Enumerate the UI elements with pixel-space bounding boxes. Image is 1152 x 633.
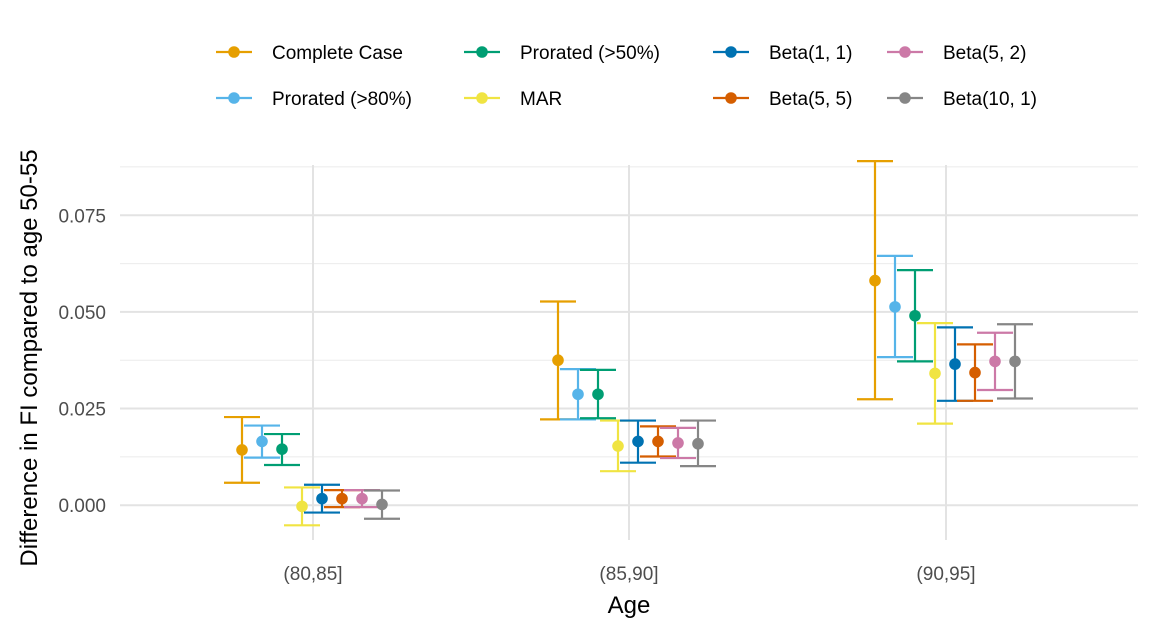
data-point bbox=[889, 301, 901, 313]
data-point bbox=[356, 492, 368, 505]
legend-key-point bbox=[899, 92, 911, 104]
data-point bbox=[672, 437, 684, 449]
data-point bbox=[632, 435, 644, 448]
data-point bbox=[376, 498, 388, 511]
x-tick-label: (80,85] bbox=[283, 564, 342, 585]
legend-label: Beta(1, 1) bbox=[769, 43, 852, 64]
data-point bbox=[652, 435, 664, 448]
series-group bbox=[304, 326, 973, 514]
data-point bbox=[929, 367, 941, 380]
series-group bbox=[364, 323, 1033, 520]
grid bbox=[120, 165, 1138, 540]
legend-item[interactable]: Beta(5, 2) bbox=[887, 43, 1026, 64]
legend-item[interactable]: Beta(5, 5) bbox=[713, 89, 852, 110]
data-point bbox=[592, 388, 604, 401]
legend-item[interactable]: MAR bbox=[464, 89, 562, 110]
data-point bbox=[692, 437, 704, 450]
data-point bbox=[989, 355, 1001, 368]
legend-label: Complete Case bbox=[272, 43, 403, 64]
legend-item[interactable]: Prorated (>80%) bbox=[216, 89, 412, 110]
legend-key-point bbox=[228, 92, 240, 104]
data-point bbox=[236, 444, 248, 456]
legend-label: Beta(5, 5) bbox=[769, 89, 852, 110]
y-tick-label: 0.050 bbox=[58, 303, 106, 324]
data-point bbox=[969, 366, 981, 379]
x-axis-label: Age bbox=[608, 592, 651, 619]
data-point bbox=[316, 492, 328, 505]
legend-item[interactable]: Prorated (>50%) bbox=[464, 43, 660, 64]
legend-label: Prorated (>50%) bbox=[520, 43, 660, 64]
y-tick-label: 0.075 bbox=[58, 206, 106, 227]
x-tick-labels: (80,85] (85,90] (90,95] bbox=[283, 564, 975, 585]
series-layer bbox=[224, 160, 1033, 527]
legend-key-point bbox=[725, 46, 737, 58]
data-point bbox=[276, 443, 288, 455]
legend-item[interactable]: Beta(1, 1) bbox=[713, 43, 852, 64]
data-point bbox=[552, 354, 564, 367]
y-tick-label: 0.025 bbox=[58, 400, 106, 421]
data-point bbox=[256, 435, 268, 448]
y-tick-labels: 0.000 0.025 0.050 0.075 bbox=[58, 206, 106, 517]
y-axis-label: Difference in FI compared to age 50-55 bbox=[16, 149, 43, 566]
data-point bbox=[336, 492, 348, 505]
legend-key-point bbox=[725, 92, 737, 104]
series-group bbox=[224, 160, 893, 484]
legend-item[interactable]: Beta(10, 1) bbox=[887, 89, 1037, 110]
series-group bbox=[324, 343, 993, 509]
data-point bbox=[1009, 355, 1021, 368]
series-group bbox=[344, 331, 1013, 509]
data-point bbox=[572, 388, 584, 401]
legend-item[interactable]: Complete Case bbox=[216, 43, 403, 64]
data-point bbox=[296, 500, 308, 513]
series-group bbox=[244, 254, 913, 459]
legend-key-point bbox=[899, 46, 911, 58]
data-point bbox=[949, 358, 961, 370]
series-group bbox=[284, 322, 953, 527]
legend-label: Prorated (>80%) bbox=[272, 89, 412, 110]
legend-label: MAR bbox=[520, 89, 562, 110]
x-tick-label: (90,95] bbox=[916, 564, 975, 585]
legend[interactable]: Complete Case Prorated (>80%) Prorated (>5… bbox=[216, 43, 1037, 110]
series-group bbox=[264, 269, 933, 467]
data-point bbox=[869, 274, 881, 287]
x-tick-label: (85,90] bbox=[599, 564, 658, 585]
data-point bbox=[909, 309, 921, 322]
legend-key-point bbox=[476, 46, 488, 58]
y-tick-label: 0.000 bbox=[58, 496, 106, 517]
legend-key-point bbox=[228, 46, 240, 58]
legend-label: Beta(10, 1) bbox=[943, 89, 1037, 110]
legend-key-point bbox=[476, 92, 488, 104]
data-point bbox=[612, 440, 624, 452]
legend-label: Beta(5, 2) bbox=[943, 43, 1026, 64]
